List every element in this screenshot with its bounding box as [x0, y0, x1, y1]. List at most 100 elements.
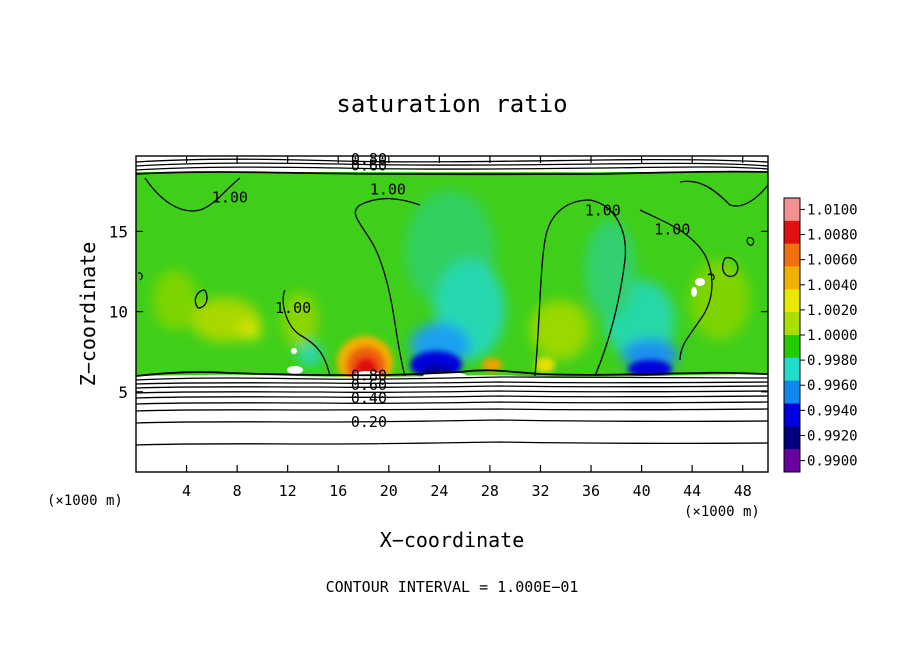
contour-label: 0.20 — [351, 413, 387, 431]
saturation-field — [136, 156, 768, 472]
contour-line — [194, 289, 208, 309]
colorbar-swatch — [784, 357, 800, 382]
colorbar-label: 0.9940 — [807, 403, 858, 419]
contour-line — [136, 158, 768, 163]
x-tick-label: 16 — [329, 482, 347, 500]
x-tick-label: 48 — [734, 482, 752, 500]
colorbar-swatch — [784, 289, 800, 313]
contour-label: 0.60 — [351, 156, 387, 174]
contour-label: 1.00 — [275, 299, 311, 317]
bottom-layer — [136, 374, 768, 472]
colorbar-label: 1.0060 — [807, 253, 858, 269]
field-notch — [291, 348, 297, 354]
field-patch — [153, 270, 197, 330]
colorbar-swatch — [784, 403, 800, 427]
colorbar-label: 0.9960 — [807, 378, 858, 394]
contour-label: 0.60 — [351, 376, 387, 394]
contour-line — [679, 180, 768, 207]
contour-labels: 1.00 1.001.001.001.000.800.600.400.200.80… — [212, 150, 691, 431]
colorbar-swatch — [784, 220, 800, 245]
chart-title: saturation ratio — [336, 90, 567, 118]
colorbar-swatch — [784, 312, 800, 336]
contour-line — [639, 209, 713, 361]
x-tick-label: 28 — [481, 482, 499, 500]
contour-line — [354, 197, 421, 377]
x-axis-label: X−coordinate — [380, 528, 525, 552]
contour-label: 0.80 — [351, 150, 387, 168]
field-notch — [691, 287, 697, 297]
contour-label: 1.00 — [585, 201, 621, 219]
contour-label: 1.00 — [654, 221, 690, 239]
contour-line — [136, 395, 768, 399]
contour-interval-note: CONTOUR INTERVAL = 1.000E−01 — [326, 578, 579, 596]
x-tick-label: 40 — [633, 482, 651, 500]
contour-line — [746, 236, 755, 246]
contour-line — [144, 177, 241, 212]
field-patch — [238, 320, 262, 340]
y-tick-label: 5 — [118, 383, 128, 402]
colorbar-swatch — [784, 243, 800, 267]
x-tick-label: 12 — [279, 482, 297, 500]
field-patch — [690, 260, 750, 340]
x-tick-label: 8 — [233, 482, 242, 500]
contour-line — [282, 289, 331, 377]
contour-label: 0.40 — [351, 389, 387, 407]
y-axis-ticks: 5 10 15 — [109, 222, 768, 402]
colorbar-label: 1.0080 — [807, 228, 858, 244]
contour-line — [534, 199, 627, 377]
contour-line — [136, 385, 768, 389]
field-patch — [585, 220, 635, 320]
field-notch — [287, 366, 303, 374]
colorbar-label: 0.9900 — [807, 454, 858, 470]
contour-line — [136, 376, 768, 381]
colorbar-swatch — [784, 380, 800, 404]
x-tick-label: 24 — [430, 482, 448, 500]
colorbar-swatch — [784, 198, 800, 222]
colorbar-label: 0.9920 — [807, 428, 858, 444]
colorbar-label: 1.0000 — [807, 328, 858, 344]
field-patch — [298, 343, 322, 367]
colorbar-swatch — [784, 266, 800, 290]
colorbar-swatch — [784, 426, 800, 450]
colorbar-label: 1.0040 — [807, 278, 858, 294]
contour-line — [136, 381, 768, 385]
contour-line — [721, 256, 739, 278]
field-core — [628, 360, 672, 378]
x-tick-label: 32 — [531, 482, 549, 500]
y-axis-label: Z−coordinate — [76, 242, 100, 387]
contour-label: 0.80 — [351, 367, 387, 385]
colorbar-swatch — [784, 449, 800, 473]
x-tick-label: 4 — [182, 482, 191, 500]
x-axis-ticks: 4 8 12 16 20 24 28 32 36 40 44 48 — [182, 156, 752, 500]
contour-lines — [136, 158, 768, 446]
colorbar-label: 0.9980 — [807, 353, 858, 369]
x-tick-label: 20 — [380, 482, 398, 500]
contour-line — [136, 170, 768, 176]
contour-line — [136, 419, 768, 424]
field-notch — [695, 278, 705, 286]
field-core — [535, 357, 555, 373]
contour-line — [136, 390, 768, 394]
x-unit-right: (×1000 m) — [684, 504, 760, 520]
contour-line — [136, 408, 768, 412]
contour-label: 1.00 — [370, 180, 406, 198]
x-unit-left: (×1000 m) — [47, 493, 123, 509]
plot-frame — [135, 155, 769, 473]
field-patch — [530, 300, 590, 360]
contour-line — [707, 273, 715, 281]
contour-line — [136, 162, 768, 167]
contour-line — [136, 369, 768, 377]
colorbar-label: 1.0100 — [807, 202, 858, 218]
colorbar-label: 1.0020 — [807, 303, 858, 319]
field-core — [482, 358, 502, 372]
contour-line — [136, 401, 768, 405]
contour-line — [137, 272, 143, 281]
colorbar-swatch — [784, 335, 800, 359]
y-tick-label: 15 — [109, 222, 128, 241]
contour-label: 1.00 — [212, 189, 248, 207]
colorbar: 1.0100 1.0080 1.0060 1.0040 1.0020 1.0000 0.99… — [783, 197, 858, 473]
contour-line — [136, 166, 768, 171]
contour-line — [136, 441, 768, 446]
x-tick-label: 44 — [683, 482, 701, 500]
